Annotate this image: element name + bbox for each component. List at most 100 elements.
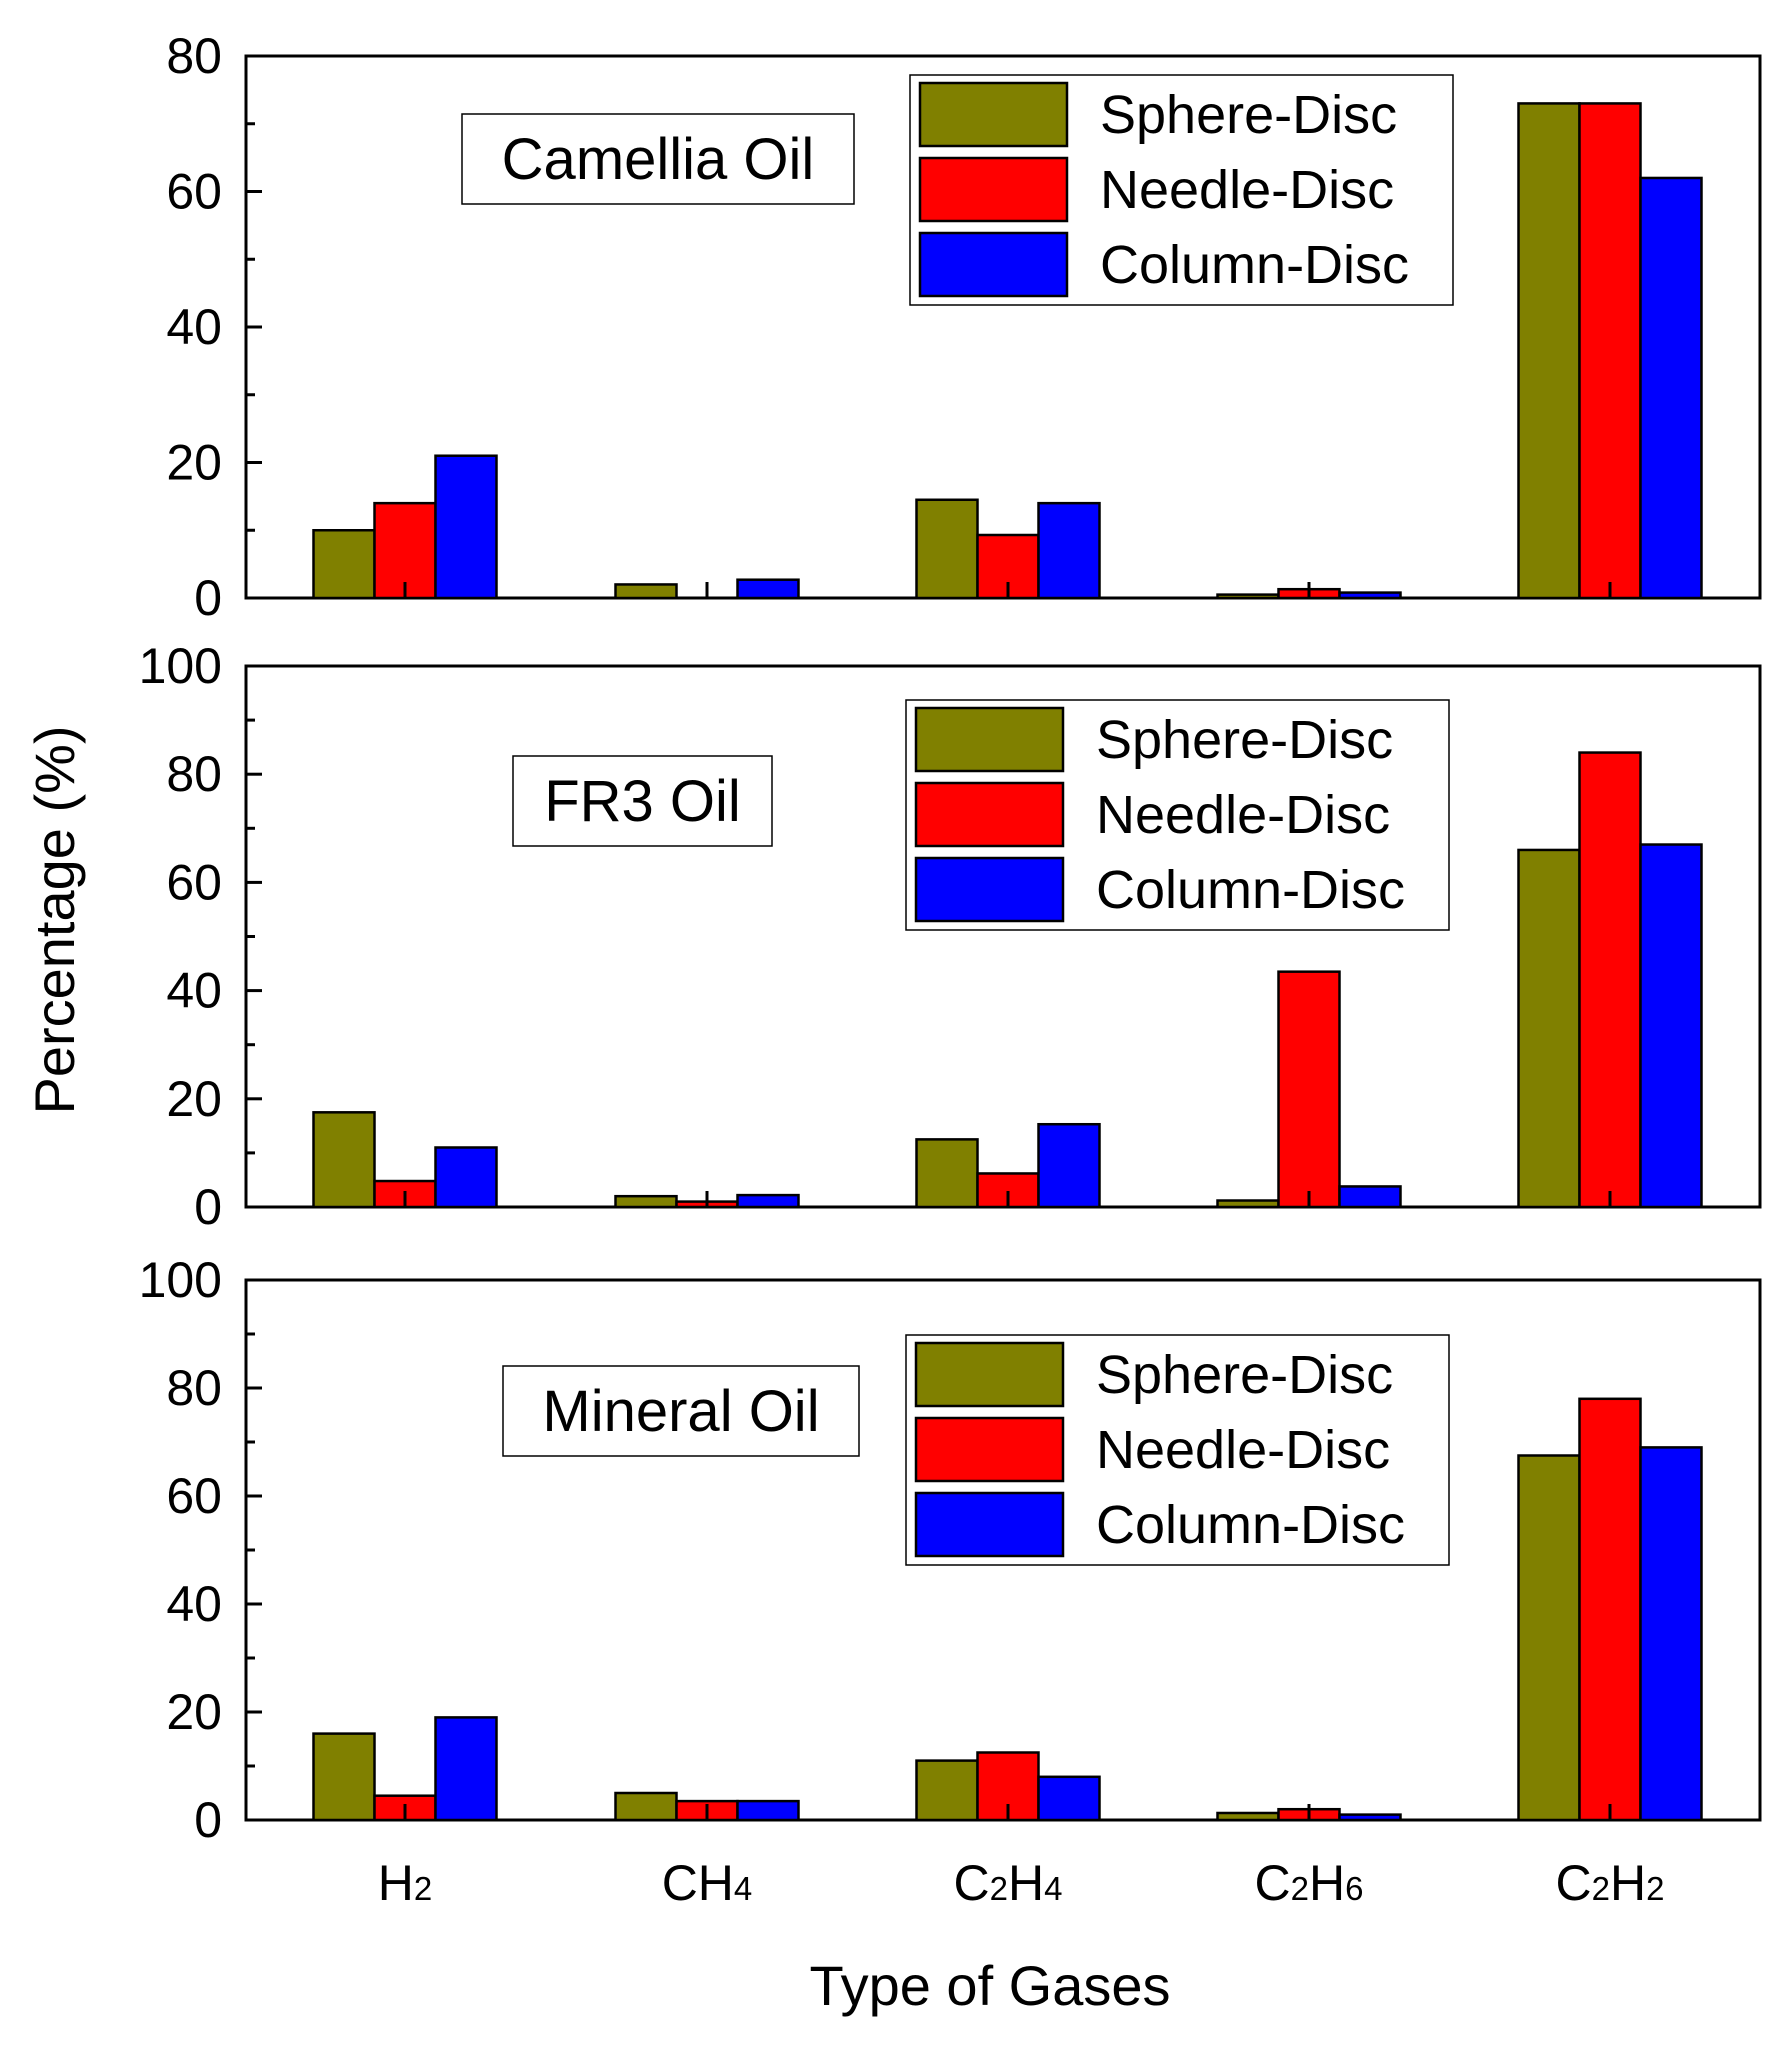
panel-title-box <box>502 1365 860 1457</box>
panel-1: 0 20 40 60 80 Camellia Oil Sphere-Disc Needle-D… <box>166 28 1762 626</box>
bar-column-disc-2 <box>736 1193 800 1209</box>
legend-swatch <box>914 1491 1065 1558</box>
bar-column-disc-2 <box>736 1799 800 1822</box>
y-tick-label: 40 <box>166 299 222 355</box>
formula-part: H <box>1309 1855 1345 1911</box>
x-category-label: C2H6 <box>1255 1855 1364 1911</box>
y-tick-label: 20 <box>166 1684 222 1740</box>
bar-needle-disc-5 <box>1578 102 1642 600</box>
bar-sphere-disc-1 <box>312 529 376 600</box>
y-tick-label: 80 <box>166 1360 222 1416</box>
bar-column-disc-1 <box>434 1716 498 1822</box>
legend-label: Sphere-Disc <box>1096 1345 1393 1405</box>
subscript: 6 <box>1345 1870 1363 1907</box>
subscript: 4 <box>734 1870 752 1907</box>
y-tick-label: 100 <box>139 1252 222 1308</box>
y-tick-label: 60 <box>166 854 222 910</box>
y-tick-label: 40 <box>166 963 222 1019</box>
legend-swatch <box>918 156 1069 223</box>
panel-3: 0 20 40 60 80 100 Mineral Oil Sphere-Disc Needle… <box>139 1252 1762 1848</box>
bar-column-disc-5 <box>1639 176 1703 600</box>
y-tick-label: 0 <box>194 1792 222 1848</box>
bar-sphere-disc-2 <box>614 1791 678 1822</box>
bar-sphere-disc-5 <box>1517 848 1581 1209</box>
legend-label: Sphere-Disc <box>1100 85 1397 145</box>
x-category-label: H2 <box>378 1855 432 1911</box>
formula-part: H <box>1610 1855 1646 1911</box>
subscript: 4 <box>1044 1870 1062 1907</box>
panel-title: FR3 Oil <box>544 769 741 834</box>
subscript: 2 <box>990 1870 1008 1907</box>
subscript: 2 <box>1646 1870 1664 1907</box>
legend-swatch <box>918 81 1069 148</box>
bar-column-disc-2 <box>736 578 800 600</box>
bar-column-disc-3 <box>1037 501 1101 600</box>
bar-column-disc-1 <box>434 454 498 600</box>
formula-part: CH <box>662 1855 734 1911</box>
x-axis-title: Type of Gases <box>809 1954 1170 2017</box>
bar-sphere-disc-3 <box>915 498 979 600</box>
formula-part: H <box>1008 1855 1044 1911</box>
y-tick-label: 80 <box>166 746 222 802</box>
y-tick-label: 40 <box>166 1576 222 1632</box>
subscript: 2 <box>414 1870 432 1907</box>
bar-sphere-disc-4 <box>1216 1811 1280 1822</box>
formula-part: C <box>954 1855 990 1911</box>
formula-part: C <box>1556 1855 1592 1911</box>
subscript: 2 <box>1291 1870 1309 1907</box>
legend-label: Sphere-Disc <box>1096 710 1393 770</box>
x-category-label: C2H2 <box>1556 1855 1665 1911</box>
bar-column-disc-5 <box>1639 843 1703 1209</box>
subscript: 2 <box>1592 1870 1610 1907</box>
bar-sphere-disc-1 <box>312 1732 376 1822</box>
bar-needle-disc-5 <box>1578 751 1642 1209</box>
bar-sphere-disc-4 <box>1216 593 1280 600</box>
legend-label: Column-Disc <box>1096 860 1405 920</box>
legend-label: Column-Disc <box>1100 235 1409 295</box>
bar-sphere-disc-5 <box>1517 1454 1581 1822</box>
bar-sphere-disc-1 <box>312 1111 376 1209</box>
legend-swatch <box>914 1416 1065 1483</box>
bar-column-disc-4 <box>1338 1813 1402 1822</box>
legend-label: Needle-Disc <box>1096 785 1390 845</box>
bar-sphere-disc-5 <box>1517 102 1581 600</box>
formula-part: C <box>1255 1855 1291 1911</box>
y-tick-label: 20 <box>166 435 222 491</box>
bar-sphere-disc-2 <box>614 583 678 600</box>
panel-title-box <box>461 113 855 205</box>
bar-column-disc-5 <box>1639 1446 1703 1822</box>
y-tick-label: 100 <box>139 638 222 694</box>
y-tick-label: 60 <box>166 164 222 220</box>
legend-swatch <box>918 231 1069 298</box>
bar-sphere-disc-2 <box>614 1194 678 1209</box>
y-tick-label: 0 <box>194 570 222 626</box>
bar-sphere-disc-4 <box>1216 1199 1280 1209</box>
legend-swatch <box>914 781 1065 848</box>
legend-label: Needle-Disc <box>1096 1420 1390 1480</box>
panel-title: Camellia Oil <box>502 127 815 192</box>
legend-swatch <box>914 856 1065 923</box>
legend-swatch <box>914 1341 1065 1408</box>
panel-2: 0 20 40 60 80 100 FR3 Oil Sphere-Disc Needle-Dis… <box>139 638 1762 1235</box>
y-axis-title: Percentage (%) <box>23 725 86 1114</box>
bar-column-disc-3 <box>1037 1775 1101 1822</box>
formula-part: H <box>378 1855 414 1911</box>
bar-column-disc-1 <box>434 1146 498 1209</box>
y-tick-label: 20 <box>166 1071 222 1127</box>
panel-title: Mineral Oil <box>542 1379 819 1444</box>
bar-sphere-disc-3 <box>915 1759 979 1822</box>
y-tick-label: 60 <box>166 1468 222 1524</box>
legend-swatch <box>914 706 1065 773</box>
bar-needle-disc-4 <box>1277 970 1341 1209</box>
y-tick-label: 0 <box>194 1179 222 1235</box>
x-category-label: CH4 <box>662 1855 753 1911</box>
legend-label: Column-Disc <box>1096 1495 1405 1555</box>
bar-sphere-disc-3 <box>915 1138 979 1209</box>
y-tick-label: 80 <box>166 28 222 84</box>
x-category-label: C2H4 <box>954 1855 1063 1911</box>
bar-column-disc-4 <box>1338 591 1402 600</box>
bar-column-disc-4 <box>1338 1185 1402 1209</box>
legend-label: Needle-Disc <box>1100 160 1394 220</box>
bar-needle-disc-5 <box>1578 1397 1642 1822</box>
